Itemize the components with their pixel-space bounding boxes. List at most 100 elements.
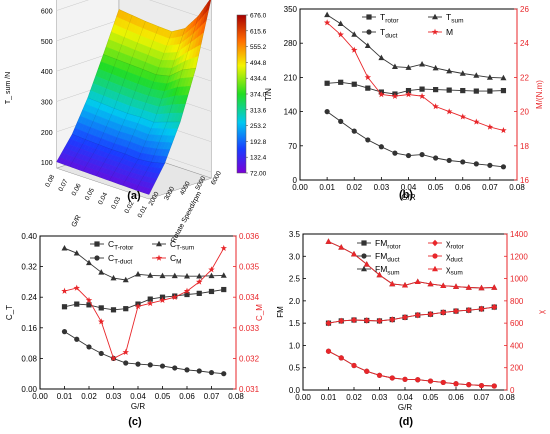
legend-entry-sub: sum	[387, 270, 399, 277]
surface-mesh-line	[109, 31, 172, 181]
data-point-CT_sum	[196, 272, 203, 279]
legend-entry: FMrotor	[375, 238, 401, 251]
data-point-T_duct	[460, 159, 466, 165]
legend-entry: χsum	[446, 264, 463, 277]
y2-tick-label: 0.033	[239, 324, 260, 333]
legend-entry: FMsum	[375, 264, 400, 277]
data-point-M	[418, 92, 426, 99]
data-point-T_rotor	[487, 88, 493, 94]
x-tick-label: 0.07	[204, 392, 220, 401]
surface-mesh-line	[118, 0, 210, 32]
y2-tick-label: 1200	[510, 252, 528, 261]
legend-entry: CT-rotor	[108, 239, 134, 252]
data-point-X_duct	[376, 372, 383, 378]
colorbar-tick-label: 676.0	[250, 13, 267, 20]
data-point-X_sum	[491, 284, 498, 290]
data-point-M	[473, 118, 480, 125]
y-tick-label: 350	[284, 5, 298, 14]
data-point-T_duct	[419, 151, 425, 158]
surface-mesh-line	[148, 0, 212, 195]
legend-swatch-marker	[361, 240, 367, 246]
data-point-X_sum	[453, 283, 459, 289]
data-point-T_sum	[364, 42, 371, 48]
x-tick-label: 0.01	[137, 204, 149, 219]
data-point-CM	[122, 348, 129, 356]
legend-swatch-marker	[432, 13, 438, 20]
data-point-X_rotor	[338, 317, 345, 325]
data-point-X_duct	[427, 378, 434, 384]
series-FM_sum	[325, 238, 498, 291]
z-tick-label: 600	[41, 9, 53, 16]
data-point-T_rotor	[351, 81, 357, 87]
data-point-CT_rotor	[147, 296, 153, 302]
y-tick-label: 3.0	[289, 252, 301, 261]
data-point-CT_duct	[123, 360, 129, 366]
legend-entry: Trotor	[380, 12, 399, 25]
data-point-T_sum	[405, 64, 412, 70]
series-line-FM_duct	[328, 350, 495, 387]
data-point-CT_sum	[208, 272, 215, 279]
data-point-CT_duct	[159, 363, 166, 369]
x-tick-label: 0.01	[57, 392, 73, 401]
y-tick-label: 0.24	[21, 293, 37, 302]
legend-entry-sub: rotor	[387, 244, 401, 251]
data-point-X_rotor	[351, 316, 357, 324]
y2-tick-label: 16	[520, 176, 529, 185]
data-point-M	[351, 46, 358, 53]
data-point-CM	[220, 244, 227, 251]
data-point-X_sum	[440, 282, 447, 289]
legend-entry-main: χ	[446, 238, 451, 248]
y-tick-label: 2.0	[289, 297, 301, 306]
y-tick-label: 140	[284, 108, 298, 117]
x-tick-label: 0.05	[423, 393, 439, 402]
colorbar-tick-label: 132.4	[250, 155, 267, 162]
data-point-X_sum	[363, 261, 370, 267]
data-point-M	[364, 74, 372, 81]
x-tick-label: 0.01	[321, 393, 337, 402]
legend-entry-main: C	[170, 239, 176, 249]
data-point-CT_rotor	[196, 290, 202, 296]
y2-tick-label: 24	[520, 39, 529, 48]
legend-entry: Tduct	[380, 27, 398, 40]
legend-entry-main: FM	[375, 251, 387, 261]
legend-swatch-marker	[156, 240, 162, 247]
y2-tick-label: 26	[520, 5, 529, 14]
legend-swatch-marker	[366, 14, 372, 20]
data-point-X_rotor	[402, 314, 408, 321]
data-point-CT_duct	[86, 344, 92, 350]
x-axis-label: G/R	[401, 193, 415, 202]
data-point-X_sum	[402, 282, 408, 288]
series-T_rotor	[324, 79, 507, 97]
legend-entry: Tsum	[446, 12, 463, 25]
x-tick-label: 0.02	[123, 200, 135, 215]
data-point-CT_duct	[196, 368, 202, 374]
colorbar-tick-label: 253.2	[250, 123, 267, 130]
legend-swatch-marker	[155, 254, 163, 261]
series-M	[323, 19, 507, 134]
surface-mesh-line	[135, 16, 199, 191]
data-point-CT_sum	[73, 250, 80, 256]
y2-tick-label: 800	[510, 297, 524, 306]
series-T_sum	[324, 11, 507, 81]
z-tick-label: 100	[41, 160, 53, 167]
data-point-CT_sum	[184, 272, 190, 279]
data-point-CM	[134, 302, 142, 310]
data-point-T_duct	[392, 150, 398, 156]
legend-entry-main: C	[108, 239, 114, 249]
data-point-T_duct	[351, 128, 357, 134]
data-point-T_sum	[391, 63, 398, 69]
legend-entry-sub: M	[176, 259, 181, 266]
x-tick-label: 0.04	[397, 393, 413, 402]
data-point-X_rotor	[376, 317, 383, 325]
data-point-M	[500, 127, 507, 134]
data-point-CT_rotor	[123, 306, 129, 312]
data-point-X_rotor	[325, 319, 332, 327]
surface-mesh-line	[82, 21, 146, 172]
x-tick-label: 0.08	[509, 183, 525, 192]
legend-entry: χduct	[446, 251, 463, 264]
data-point-T_duct	[446, 157, 452, 164]
y-axis-label: T/N	[264, 88, 273, 101]
data-point-CT_duct	[221, 371, 227, 377]
